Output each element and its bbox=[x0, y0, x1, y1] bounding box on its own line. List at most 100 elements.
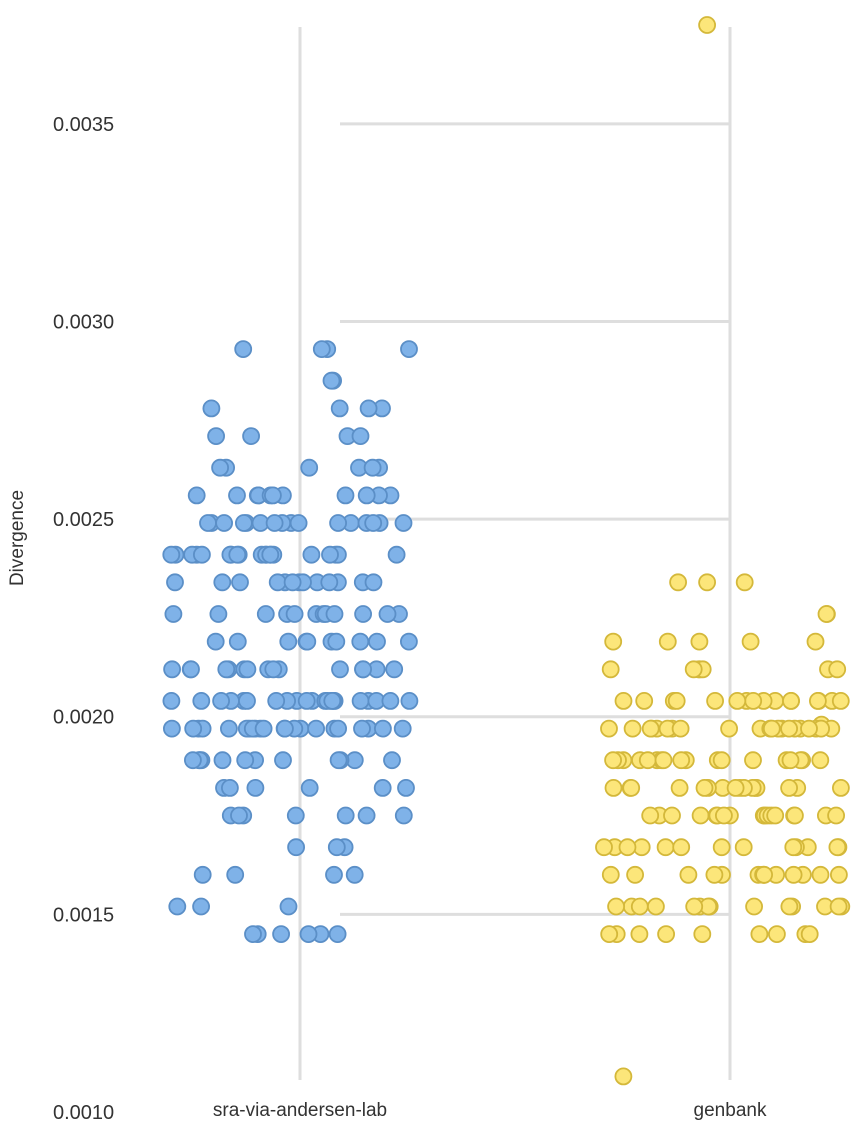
data-point bbox=[192, 545, 211, 564]
data-point bbox=[762, 719, 781, 738]
data-point bbox=[715, 806, 733, 825]
data-point bbox=[705, 865, 724, 884]
data-point bbox=[745, 897, 763, 916]
data-point bbox=[630, 925, 649, 943]
data-point bbox=[286, 806, 305, 825]
data-point bbox=[238, 660, 257, 679]
data-point bbox=[364, 573, 383, 592]
data-point bbox=[297, 692, 316, 710]
data-point bbox=[830, 865, 848, 884]
data-point bbox=[329, 514, 348, 532]
data-point bbox=[345, 865, 364, 884]
data-point bbox=[378, 605, 397, 623]
data-point bbox=[351, 632, 370, 651]
data-point bbox=[400, 340, 418, 359]
data-point bbox=[600, 719, 618, 738]
data-point bbox=[272, 925, 291, 943]
data-point bbox=[654, 751, 673, 770]
data-point bbox=[784, 838, 803, 857]
data-point bbox=[614, 692, 633, 710]
data-point bbox=[312, 340, 331, 359]
data-point bbox=[800, 925, 819, 943]
data-point bbox=[750, 925, 769, 943]
data-point bbox=[828, 660, 847, 679]
data-point bbox=[397, 779, 415, 797]
data-point bbox=[357, 806, 376, 825]
data-point bbox=[206, 632, 225, 651]
data-point bbox=[268, 573, 287, 592]
data-point bbox=[393, 719, 412, 738]
data-point bbox=[780, 779, 798, 797]
data-point bbox=[279, 897, 298, 916]
y-tick-label: 0.0025 bbox=[53, 509, 114, 531]
data-point bbox=[811, 865, 830, 884]
grid-layer bbox=[298, 27, 732, 1080]
data-point bbox=[831, 692, 850, 710]
data-point bbox=[400, 692, 419, 710]
data-point bbox=[242, 427, 261, 446]
data-point bbox=[359, 399, 378, 418]
data-point bbox=[325, 865, 343, 884]
data-point bbox=[212, 692, 231, 710]
data-point bbox=[595, 838, 613, 857]
y-tick-label: 0.0035 bbox=[53, 114, 114, 136]
data-point bbox=[279, 632, 298, 651]
data-point bbox=[720, 719, 738, 738]
data-point bbox=[712, 838, 731, 857]
data-point bbox=[162, 692, 181, 710]
data-point bbox=[809, 692, 827, 710]
data-point bbox=[329, 751, 348, 770]
data-point bbox=[289, 514, 308, 532]
y-axis-title: Divergence bbox=[7, 490, 28, 586]
data-point bbox=[184, 719, 203, 738]
data-point bbox=[231, 573, 249, 592]
data-point bbox=[192, 692, 211, 710]
data-point bbox=[614, 1067, 633, 1086]
data-point bbox=[351, 692, 370, 710]
data-point bbox=[800, 719, 818, 738]
data-point bbox=[600, 925, 619, 943]
data-point bbox=[364, 514, 383, 532]
data-point bbox=[230, 806, 248, 825]
data-point bbox=[363, 458, 382, 477]
data-point bbox=[604, 751, 622, 770]
data-point bbox=[618, 838, 637, 857]
data-point bbox=[741, 632, 760, 651]
data-point bbox=[381, 692, 400, 710]
data-point bbox=[832, 779, 850, 797]
data-point bbox=[607, 897, 625, 916]
data-point bbox=[671, 719, 690, 738]
data-point bbox=[684, 660, 703, 679]
data-point bbox=[213, 751, 232, 770]
data-point bbox=[162, 545, 181, 564]
data-point bbox=[351, 427, 370, 446]
data-point bbox=[679, 865, 698, 884]
data-point bbox=[755, 865, 773, 884]
data-point bbox=[712, 751, 731, 770]
data-point bbox=[728, 692, 747, 710]
data-point bbox=[726, 779, 745, 797]
data-point bbox=[302, 545, 321, 564]
data-point bbox=[300, 458, 319, 477]
data-point bbox=[353, 719, 371, 738]
data-point bbox=[336, 806, 355, 825]
data-point bbox=[330, 399, 349, 418]
data-point bbox=[300, 779, 319, 797]
data-point bbox=[641, 806, 660, 825]
data-point bbox=[734, 838, 753, 857]
data-point bbox=[368, 632, 386, 651]
data-point bbox=[322, 371, 341, 390]
data-point bbox=[663, 806, 681, 825]
data-point bbox=[768, 925, 786, 943]
data-point bbox=[782, 692, 800, 710]
data-point bbox=[202, 399, 221, 418]
data-point bbox=[735, 573, 754, 592]
data-point bbox=[667, 692, 686, 710]
data-point bbox=[327, 632, 346, 651]
x-category-label: sra-via-andersen-lab bbox=[213, 1100, 387, 1121]
data-point bbox=[786, 806, 804, 825]
data-point bbox=[672, 751, 691, 770]
data-point bbox=[623, 719, 642, 738]
data-point bbox=[228, 486, 246, 505]
data-point bbox=[192, 897, 211, 916]
